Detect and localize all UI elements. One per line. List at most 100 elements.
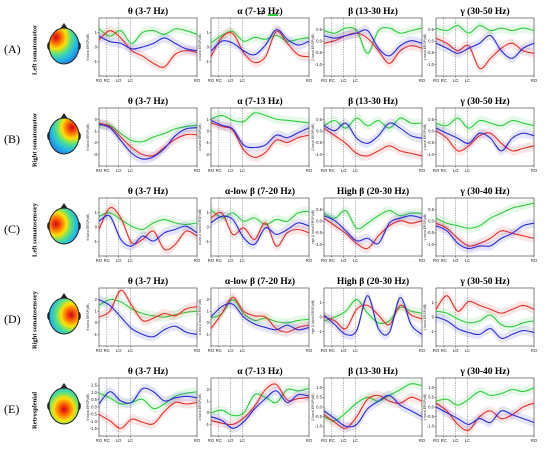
y-axis-label: γ band ERSP(dB) [423, 304, 427, 331]
y-axis-label: high β band ERSP(dB) [311, 300, 315, 334]
y-tick-label: 0.5 [316, 117, 322, 122]
y-tick-label: 1 [207, 309, 210, 314]
series-line-ff [435, 310, 535, 328]
y-tick-label: -1 [205, 332, 209, 337]
x-tick-label: RC [441, 168, 447, 173]
y-tick-label: 0.0 [91, 404, 97, 409]
series-band-uf [211, 115, 309, 153]
plot-area [323, 287, 423, 347]
chart-panel: γ (30-50 Hz) 0.5 0.0 -0.5 -1.0γ band ERSP(dB… [423, 96, 538, 173]
x-tick-label: RC [441, 78, 447, 83]
series-line-fu [435, 295, 535, 314]
series-line-ff [323, 117, 423, 129]
x-tick-label: LC [353, 258, 358, 263]
series-line-uf [210, 303, 310, 331]
x-tick-label: LC [240, 258, 245, 263]
y-tick-label: 0 [95, 117, 98, 122]
x-tick-label: LO [341, 78, 347, 83]
y-tick-label: -1 [205, 140, 209, 145]
series-line-fu [98, 401, 198, 429]
series-band-uf [211, 386, 309, 433]
legend-swatch-ff [267, 13, 278, 16]
y-tick-label: 0.5 [428, 207, 434, 212]
y-tick-label: 1.5 [91, 383, 97, 388]
y-tick-label: -1 [318, 329, 322, 334]
x-tick-label: LC [240, 438, 245, 443]
x-tick-label: LO [228, 168, 234, 173]
x-tick-label: LC [465, 438, 470, 443]
series-line-uf [435, 127, 535, 152]
row-region-label: Left somatomotor [31, 25, 39, 75]
series-band-uf [99, 31, 197, 56]
chart-title: β (13-30 Hz) [348, 6, 398, 17]
series-band-uf [324, 25, 422, 61]
x-tick-label: RO [306, 78, 313, 83]
series-line-uf [323, 295, 423, 336]
x-tick-label: LC [128, 348, 133, 353]
series-line-fu [435, 37, 535, 70]
head-outline [48, 207, 80, 245]
row-region-label: Right somatomotor [31, 113, 39, 167]
y-axis-label: α-low β band ERSP(dB) [198, 209, 202, 245]
nose-mark [60, 293, 68, 299]
y-tick-label: -1 [93, 129, 97, 134]
y-axis-label: γ band ERSP(dB) [423, 394, 427, 421]
chart-title: α (7-13 Hz) [237, 6, 282, 17]
series-line-uf [98, 387, 198, 405]
chart-title: β (13-30 Hz) [348, 96, 398, 107]
x-tick-label: RO [531, 168, 538, 173]
x-tick-label: RO [419, 168, 426, 173]
y-tick-label: 0 [95, 320, 98, 325]
x-tick-label: RO [321, 168, 328, 173]
chart-panel: θ (3-7 Hz) 1.5 1.0 0.5 0.0 -0.5 -1.0 -1.5 θ band… [86, 366, 201, 443]
chart-title: γ (30-40 Hz) [459, 186, 509, 197]
series-band-uf [436, 123, 534, 156]
x-tick-label: LC [240, 348, 245, 353]
x-tick-label: RC [216, 78, 222, 83]
y-tick-label: 0 [207, 320, 210, 325]
series-band-uf [436, 402, 534, 430]
y-tick-label: 1 [207, 210, 210, 215]
x-tick-label: LC [465, 168, 470, 173]
row-label: (A) [4, 42, 21, 56]
series-line-fu [435, 402, 535, 431]
x-tick-label: LC [465, 78, 470, 83]
chart-title: θ (3-7 Hz) [128, 186, 168, 197]
x-tick-label: LC [465, 348, 470, 353]
x-tick-label: RC [104, 438, 110, 443]
series-line-fu [323, 394, 423, 429]
y-tick-label: 0 [207, 129, 210, 134]
head-map [47, 113, 81, 155]
x-tick-label: LC [240, 78, 245, 83]
y-tick-label: 0.5 [316, 27, 322, 32]
plot-area [323, 197, 423, 257]
y-tick-label: 1.0 [91, 390, 97, 395]
y-tick-label: -0.5 [315, 50, 323, 55]
x-tick-label: LO [341, 258, 347, 263]
y-tick-label: 1 [95, 309, 98, 314]
x-tick-label: LO [453, 438, 459, 443]
x-tick-label: LO [116, 438, 122, 443]
series-band-fu [99, 287, 197, 326]
row-region-label: Left somatosensory [31, 203, 39, 257]
series-band-fu [436, 398, 534, 436]
y-tick-label: 1.0 [428, 385, 434, 390]
x-tick-label: RO [531, 348, 538, 353]
head-outline [48, 27, 80, 65]
y-tick-label: 1 [207, 117, 210, 122]
x-tick-label: RO [433, 78, 440, 83]
series-band-uf [211, 24, 309, 60]
x-tick-label: LC [128, 258, 133, 263]
series-line-uf [98, 35, 198, 52]
y-axis-label: θ band ERSP(dB) [86, 394, 90, 421]
chart-title: θ (3-7 Hz) [128, 96, 168, 107]
y-tick-label: 0.0 [316, 129, 322, 134]
x-tick-label: RC [329, 438, 335, 443]
series-line-uf [98, 299, 198, 338]
series-line-fu [323, 32, 423, 64]
series-band-ff [211, 108, 309, 128]
y-tick-label: -1.0 [315, 242, 323, 247]
y-tick-label: 1 [95, 210, 98, 215]
x-tick-label: RO [321, 348, 328, 353]
